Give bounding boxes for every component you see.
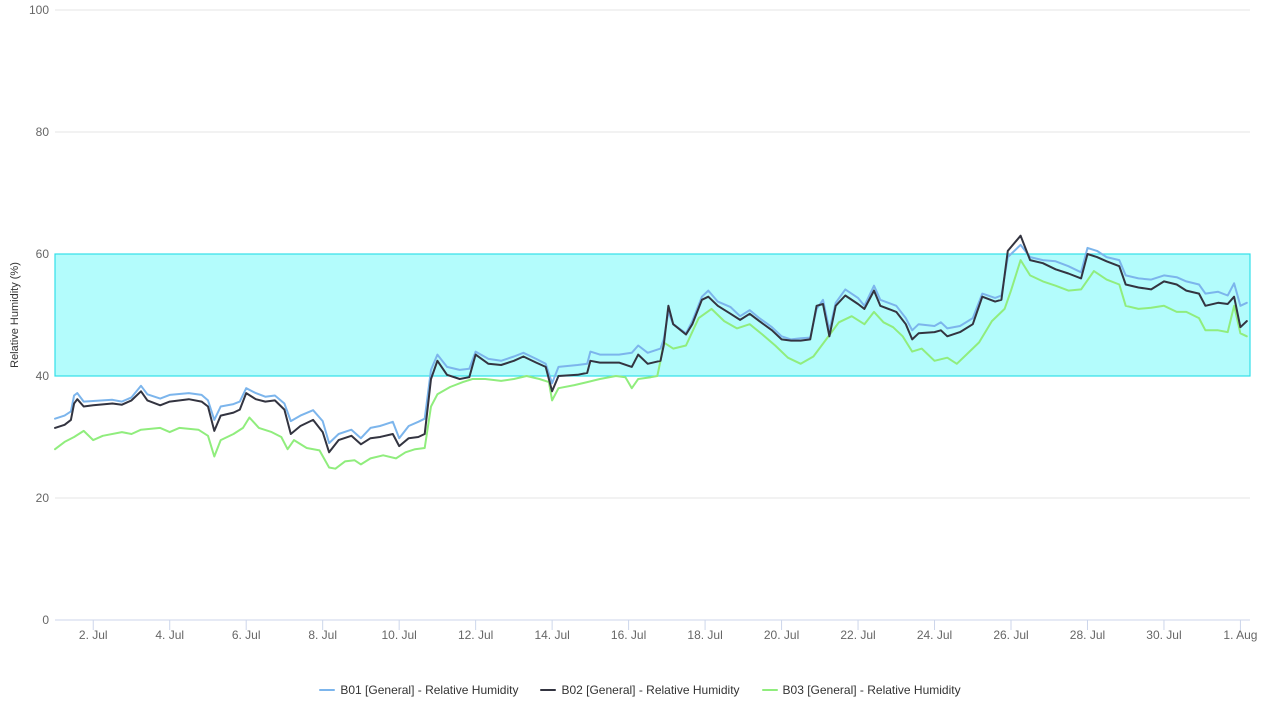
legend-label: B02 [General] - Relative Humidity <box>561 683 740 697</box>
y-tick-label: 60 <box>36 247 50 261</box>
x-tick-label: 8. Jul <box>308 628 337 642</box>
x-tick-label: 30. Jul <box>1146 628 1181 642</box>
x-tick-label: 28. Jul <box>1070 628 1105 642</box>
legend-label: B01 [General] - Relative Humidity <box>340 683 519 697</box>
x-tick-label: 2. Jul <box>79 628 108 642</box>
legend-swatch <box>761 689 778 691</box>
y-axis: 0 20 40 60 80 100 <box>29 3 49 627</box>
target-band-layer <box>54 253 1251 377</box>
legend-label: B03 [General] - Relative Humidity <box>782 683 961 697</box>
y-axis-title: Relative Humidity (%) <box>9 262 21 368</box>
x-tick-label: 26. Jul <box>993 628 1028 642</box>
series-line-b02[interactable] <box>54 234 1248 454</box>
x-tick-label: 6. Jul <box>232 628 261 642</box>
x-tick-label: 24. Jul <box>917 628 952 642</box>
x-tick-label: 22. Jul <box>840 628 875 642</box>
humidity-chart: 2. Jul 4. Jul 6. Jul 8. Jul 10. Jul 12. Jul 14… <box>9 3 1257 642</box>
series-line-b01[interactable] <box>54 243 1248 445</box>
x-tick-label: 12. Jul <box>458 628 493 642</box>
legend-item-b01[interactable]: B01 [General] - Relative Humidity <box>319 683 518 697</box>
y-tick-label: 40 <box>36 369 50 383</box>
series-line-b03[interactable] <box>54 259 1248 470</box>
x-tick-label: 4. Jul <box>155 628 184 642</box>
x-tick-label: 14. Jul <box>534 628 569 642</box>
x-tick-label: 1. Aug <box>1223 628 1257 642</box>
x-tick-label: 18. Jul <box>687 628 722 642</box>
x-tick-label: 20. Jul <box>764 628 799 642</box>
legend-swatch <box>319 689 336 691</box>
legend-swatch <box>540 689 557 691</box>
y-tick-label: 100 <box>29 3 49 17</box>
x-axis: 2. Jul 4. Jul 6. Jul 8. Jul 10. Jul 12. Jul 14… <box>79 620 1257 642</box>
x-tick-label: 16. Jul <box>611 628 646 642</box>
y-tick-label: 0 <box>42 613 49 627</box>
legend-item-b02[interactable]: B02 [General] - Relative Humidity <box>540 683 740 697</box>
legend-item-b03[interactable]: B03 [General] - Relative Humidity <box>761 683 961 697</box>
chart-legend: B01 [General] - Relative Humidity B02 [Ge… <box>0 683 1280 697</box>
target-band <box>54 253 1251 377</box>
x-tick-label: 10. Jul <box>381 628 416 642</box>
y-tick-label: 80 <box>36 125 50 139</box>
y-tick-label: 20 <box>36 491 50 505</box>
series-lines[interactable] <box>54 234 1248 470</box>
